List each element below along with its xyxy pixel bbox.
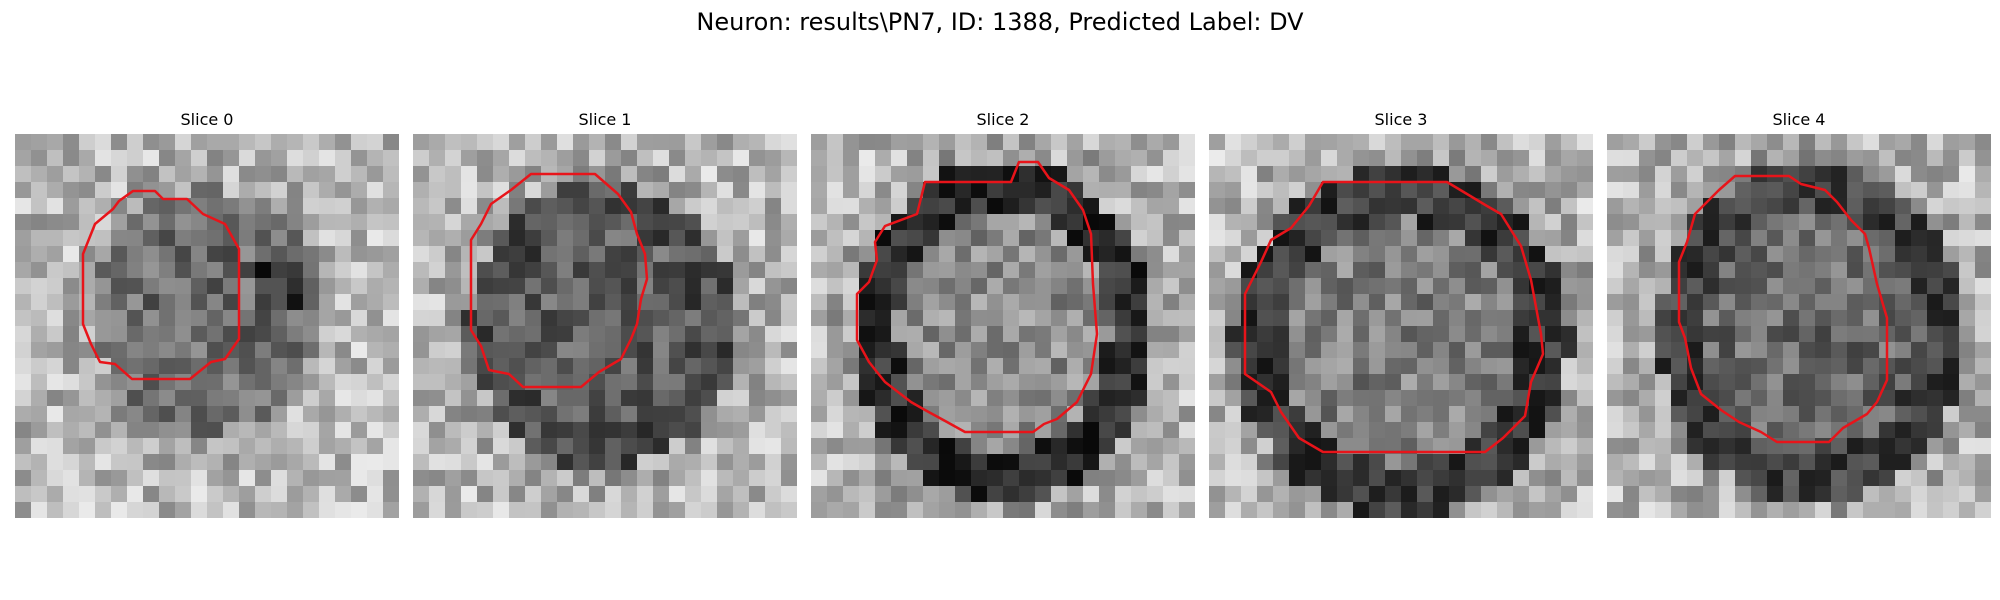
micrograph-pixels [15,134,399,518]
segmentation-contour [81,189,241,381]
slice-title-4: Slice 4 [1772,110,1826,129]
slice-title-1: Slice 1 [578,110,632,129]
micrograph-pixels [811,134,1195,518]
slice-title-2: Slice 2 [976,110,1030,129]
segmentation-contour [855,160,1099,434]
slice-title-0: Slice 0 [180,110,234,129]
micrograph-pixels [1607,134,1991,518]
slice-image-1 [413,134,797,518]
segmentation-contour [1677,174,1889,444]
slice-image-2 [811,134,1195,518]
segmentation-contour [1243,180,1545,454]
slice-image-3 [1209,134,1593,518]
micrograph-pixels [1209,134,1593,518]
micrograph-pixels [413,134,797,518]
slice-title-3: Slice 3 [1374,110,1428,129]
figure-title: Neuron: results\PN7, ID: 1388, Predicted… [696,8,1304,36]
slice-image-4 [1607,134,1991,518]
slice-image-0 [15,134,399,518]
segmentation-contour [469,172,649,389]
